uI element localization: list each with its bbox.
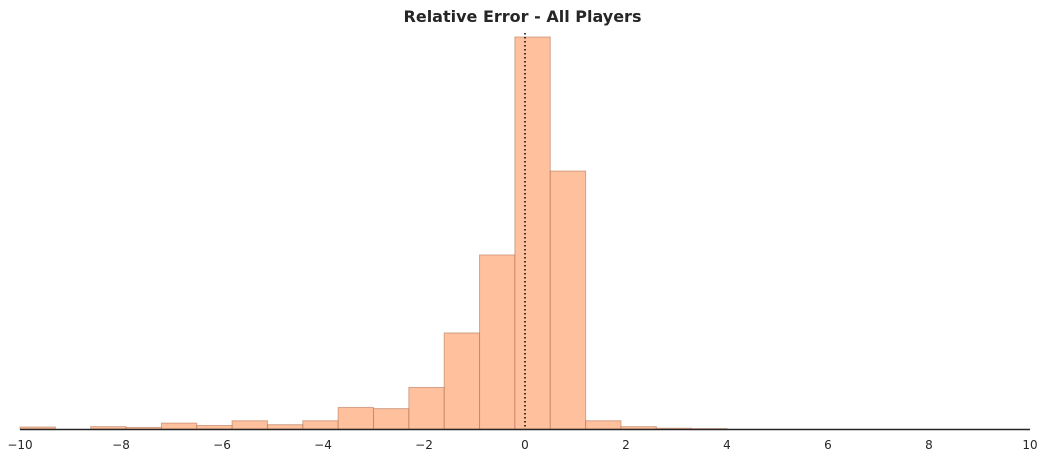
- x-tick-label: 4: [723, 438, 731, 452]
- histogram-bar: [479, 254, 516, 430]
- histogram-bar: [514, 36, 551, 430]
- x-ticks-layer: −10 −8 −6 −4 −2 0 2 4 6 8 10: [7, 438, 1037, 452]
- x-tick-label: 10: [1022, 438, 1037, 452]
- histogram-bar: [443, 332, 481, 430]
- x-tick-label: −4: [314, 438, 332, 452]
- histogram-bar: [620, 426, 657, 430]
- histogram-bar: [337, 406, 374, 430]
- bars-layer: [19, 36, 728, 430]
- histogram-bar: [549, 170, 587, 430]
- histogram-bar: [266, 424, 304, 430]
- chart-title: Relative Error - All Players: [403, 7, 642, 26]
- histogram-bar: [160, 422, 198, 430]
- histogram-bar: [231, 420, 268, 430]
- histogram-bar: [19, 426, 56, 430]
- x-tick-label: 0: [521, 438, 529, 452]
- x-tick-label: −6: [213, 438, 231, 452]
- x-tick-label: 2: [622, 438, 630, 452]
- x-tick-label: 8: [925, 438, 933, 452]
- histogram-bar: [373, 408, 410, 430]
- histogram-bar: [302, 420, 339, 430]
- histogram-bar: [408, 386, 445, 430]
- x-tick-label: −10: [7, 438, 32, 452]
- histogram-bar: [196, 424, 233, 430]
- x-tick-label: −8: [112, 438, 130, 452]
- x-tick-label: −2: [415, 438, 433, 452]
- histogram-bar: [585, 420, 622, 430]
- x-tick-label: 6: [824, 438, 832, 452]
- histogram-bar: [90, 426, 127, 430]
